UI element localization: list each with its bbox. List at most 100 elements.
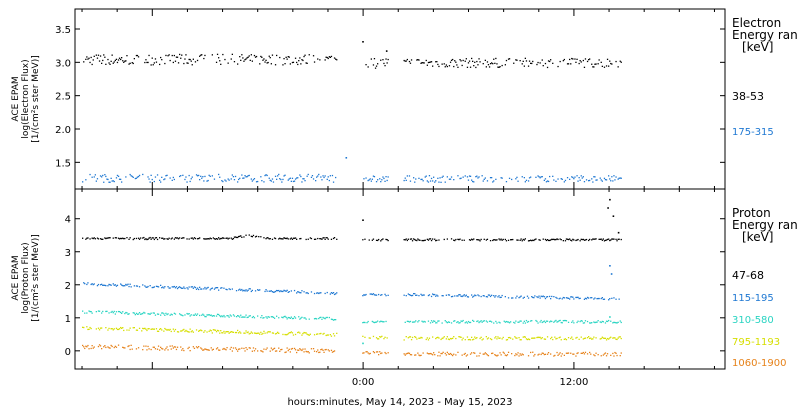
data-point xyxy=(120,283,122,285)
data-point xyxy=(282,317,284,319)
data-point xyxy=(601,320,603,323)
data-point xyxy=(503,352,505,354)
data-point xyxy=(206,331,208,333)
data-point xyxy=(487,337,490,339)
data-point xyxy=(593,336,595,338)
data-point xyxy=(549,60,551,63)
data-point xyxy=(235,236,238,239)
data-point xyxy=(560,239,562,241)
data-point xyxy=(550,298,552,300)
data-point xyxy=(293,180,296,182)
data-point xyxy=(446,336,448,338)
data-point xyxy=(585,179,588,181)
data-point xyxy=(111,328,113,330)
proton-ylabel-line-3: [1/(cm²s ster MeV)] xyxy=(31,234,41,321)
data-point xyxy=(124,312,126,315)
data-point xyxy=(563,319,565,322)
data-point xyxy=(190,331,192,333)
data-point xyxy=(103,54,105,56)
data-point xyxy=(168,287,170,289)
y-tick-label-1-4: 4 xyxy=(65,215,71,226)
data-point xyxy=(292,180,295,183)
data-point xyxy=(137,347,140,349)
data-point xyxy=(374,67,377,69)
data-point xyxy=(92,59,94,61)
data-point xyxy=(123,285,125,287)
data-point xyxy=(582,59,584,62)
data-point xyxy=(561,298,563,300)
data-point xyxy=(533,297,535,299)
data-point xyxy=(147,328,149,330)
data-point xyxy=(244,316,246,318)
data-point xyxy=(427,294,430,297)
data-point xyxy=(203,349,205,351)
data-point xyxy=(505,339,508,341)
data-point xyxy=(317,175,319,177)
data-point xyxy=(469,66,472,68)
data-point xyxy=(137,175,140,178)
data-point xyxy=(619,60,621,62)
data-point xyxy=(606,320,609,323)
data-point xyxy=(208,330,210,332)
data-point xyxy=(232,347,235,349)
data-point xyxy=(473,320,475,322)
data-point xyxy=(432,65,434,67)
data-point xyxy=(546,336,549,338)
data-point xyxy=(483,238,485,240)
data-point xyxy=(171,286,173,288)
data-point xyxy=(299,174,301,176)
data-point xyxy=(159,179,161,181)
data-point xyxy=(612,352,614,355)
data-point xyxy=(118,57,121,59)
data-point xyxy=(93,283,95,285)
data-point xyxy=(538,295,540,297)
data-point xyxy=(539,177,541,179)
data-point xyxy=(205,316,207,318)
data-point xyxy=(318,317,320,320)
data-point xyxy=(436,61,438,63)
data-point xyxy=(88,328,90,330)
data-point xyxy=(273,237,276,239)
data-point xyxy=(160,346,162,348)
data-point xyxy=(538,336,540,339)
data-point xyxy=(493,239,495,241)
data-point xyxy=(495,336,497,338)
data-point xyxy=(618,238,620,240)
data-point xyxy=(533,337,535,339)
data-point xyxy=(304,332,306,334)
data-point xyxy=(448,65,451,67)
data-point xyxy=(321,348,323,350)
data-point xyxy=(228,179,230,181)
data-point xyxy=(544,353,547,355)
data-point xyxy=(210,347,212,349)
data-point xyxy=(174,287,177,289)
data-point xyxy=(296,351,298,354)
data-point xyxy=(582,351,584,354)
data-point xyxy=(586,320,589,323)
data-point xyxy=(220,330,222,332)
data-point xyxy=(167,55,169,57)
data-point xyxy=(570,296,572,298)
data-point xyxy=(247,316,249,318)
data-point xyxy=(620,177,622,179)
data-point xyxy=(117,175,120,177)
data-point xyxy=(262,351,264,353)
data-point xyxy=(505,59,508,62)
data-point xyxy=(95,54,97,56)
data-point xyxy=(166,174,168,176)
data-point xyxy=(285,351,287,353)
data-point xyxy=(196,175,199,177)
data-point xyxy=(204,238,206,240)
data-point xyxy=(329,56,331,58)
data-point xyxy=(161,287,163,289)
data-point xyxy=(174,237,177,239)
data-point xyxy=(110,284,112,286)
data-point xyxy=(143,328,145,330)
data-point xyxy=(153,62,155,64)
data-point xyxy=(476,239,478,241)
data-point xyxy=(593,298,595,300)
data-point xyxy=(570,63,572,65)
data-point xyxy=(604,239,607,241)
data-point xyxy=(95,180,97,182)
data-point xyxy=(563,354,565,356)
